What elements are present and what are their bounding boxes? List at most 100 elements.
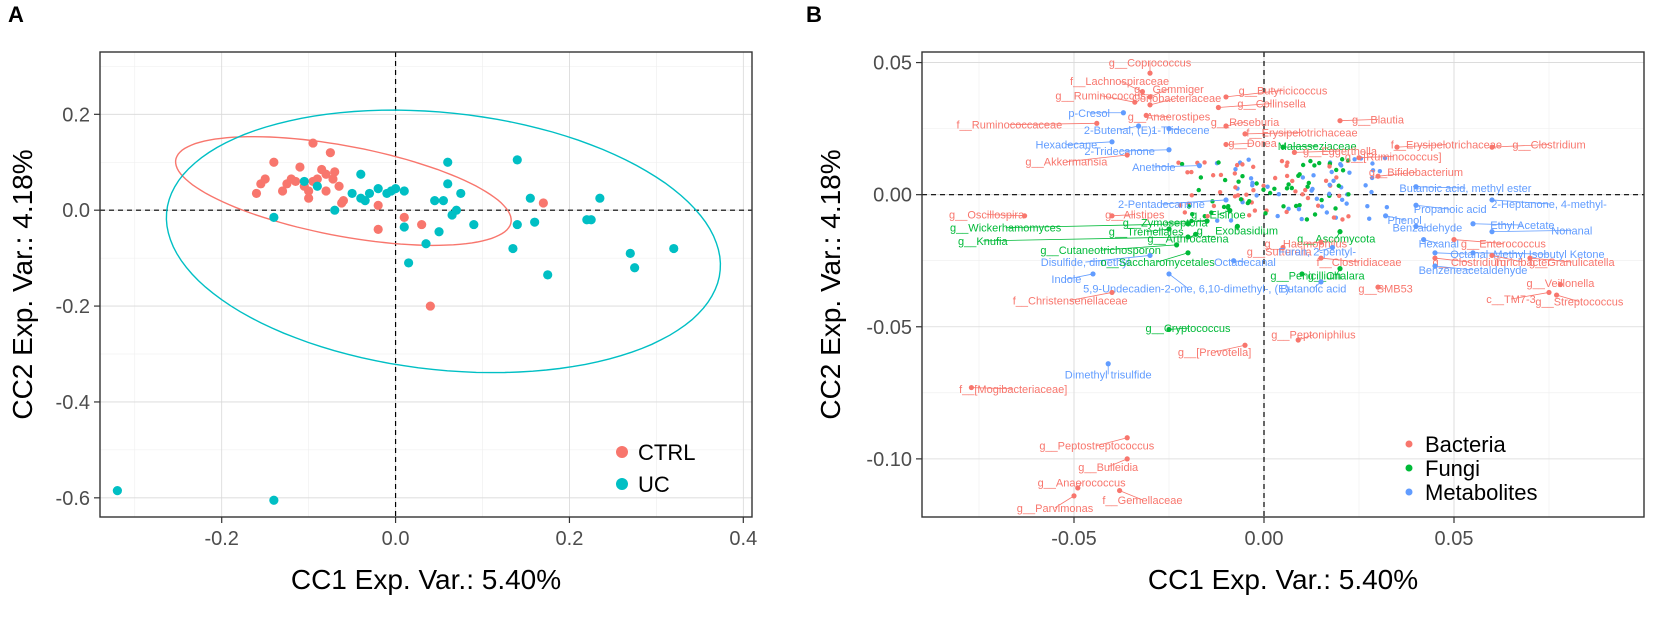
point-label: c__TM7-3: [1486, 294, 1536, 306]
background-point-bacteria: [1315, 203, 1321, 208]
background-point-fungi: [1216, 160, 1221, 165]
background-point-bacteria: [1176, 160, 1181, 165]
background-point-metabolites: [1276, 192, 1282, 197]
point-label: Turicibacter: [1494, 257, 1551, 269]
background-point-fungi: [1346, 158, 1351, 163]
background-point-bacteria: [1303, 187, 1308, 193]
point-label: f__Lachnospiraceae: [1070, 76, 1169, 88]
point-bacteria: [1094, 120, 1100, 126]
background-point-fungi: [1186, 204, 1192, 209]
point-label: Ethyl Acetate: [1490, 220, 1554, 232]
y-tick-label: -0.4: [56, 392, 90, 414]
point-label: g__Streptococcus: [1535, 297, 1624, 309]
label-leader-line: [1385, 215, 1405, 221]
point-uc: [451, 205, 462, 215]
label-leader-line: [1119, 490, 1143, 501]
background-point-metabolites: [1319, 204, 1325, 209]
label-leader-line: [1339, 118, 1379, 122]
point-bacteria: [968, 384, 975, 391]
point-ctrl: [334, 181, 344, 191]
point-ctrl: [328, 174, 338, 184]
y-tick-label: 0.2: [62, 104, 90, 126]
label-leader-line: [1165, 220, 1208, 223]
label-leader-line: [1085, 255, 1151, 263]
background-point-bacteria: [1234, 162, 1240, 168]
point-bacteria: [1124, 152, 1130, 158]
legend-label-ctrl: CTRL: [638, 440, 695, 465]
plot-border: [99, 51, 753, 518]
point-uc: [669, 243, 679, 254]
background-point-metabolites: [1384, 204, 1390, 210]
x-tick-label: 0.05: [1435, 528, 1474, 550]
background-point-bacteria: [1284, 163, 1289, 168]
point-label: g__Ruminococcus: [1055, 91, 1146, 103]
point-label: g__Exobasidium: [1197, 225, 1278, 237]
point-uc: [625, 248, 635, 258]
label-leader-line: [1218, 103, 1272, 108]
y-axis-title: CC2 Exp. Var.: 4.18%: [7, 149, 38, 419]
label-leader-line: [1100, 95, 1135, 103]
point-bacteria: [1075, 485, 1081, 491]
panel-letter-a: A: [8, 2, 24, 27]
label-leader-line: [1415, 186, 1466, 189]
y-tick-label: -0.6: [56, 488, 90, 510]
background-point-metabolites: [1300, 175, 1306, 180]
label-leader-line: [1161, 199, 1227, 205]
background-point-metabolites: [1344, 201, 1349, 206]
point-uc: [390, 184, 401, 194]
point-metabolites: [1421, 236, 1427, 243]
background-point-bacteria: [1252, 208, 1258, 213]
point-ctrl: [321, 169, 331, 179]
label-leader-line: [1168, 273, 1189, 289]
point-label: Anethole: [1132, 162, 1175, 174]
point-fungi: [1166, 226, 1172, 232]
point-bacteria: [1071, 493, 1077, 499]
background-point-metabolites: [1314, 196, 1320, 202]
background-point-bacteria: [1261, 183, 1266, 188]
x-tick-label: 0.00: [1245, 528, 1284, 550]
background-point-metabolites: [1367, 216, 1372, 221]
point-bacteria: [1223, 141, 1229, 148]
point-metabolites: [1090, 271, 1096, 277]
point-label: 2-Heptanone, 4-methyl-: [1491, 199, 1607, 211]
background-point-fungi: [1336, 183, 1341, 188]
point-metabolites: [1318, 279, 1324, 285]
background-point-bacteria: [1290, 178, 1295, 184]
point-uc: [630, 263, 640, 273]
point-bacteria: [1109, 289, 1115, 296]
point-bacteria: [1356, 155, 1362, 161]
point-label: g__Gemmiger: [1134, 84, 1204, 96]
point-label: Methyl Isobutyl Ketone: [1493, 249, 1604, 261]
background-point-bacteria: [1284, 173, 1290, 179]
point-ctrl: [291, 176, 301, 187]
label-leader-line: [1453, 239, 1504, 244]
point-label: g__Tremellales: [1109, 227, 1184, 239]
point-label: g__Eggerthella: [1303, 146, 1378, 158]
label-leader-line: [1066, 154, 1128, 163]
point-fungi: [1227, 207, 1233, 214]
background-point-fungi: [1238, 197, 1244, 202]
point-uc: [356, 169, 366, 179]
point-uc: [360, 196, 370, 206]
legend-label-uc: UC: [638, 472, 670, 497]
point-label: Furan, 2-pentyl-: [1278, 246, 1356, 258]
background-point-metabolites: [1363, 183, 1368, 188]
point-metabolites: [1147, 252, 1153, 259]
point-metabolites: [1196, 163, 1202, 169]
background-point-fungi: [1339, 157, 1345, 162]
background-point-fungi: [1240, 174, 1245, 179]
point-label: g__Blautia: [1352, 114, 1405, 126]
background-point-bacteria: [1232, 171, 1238, 176]
point-uc: [434, 227, 444, 237]
background-point-metabolites: [1377, 168, 1383, 174]
point-label: f__Ruminococcaceae: [957, 120, 1063, 132]
background-point-fungi: [1305, 184, 1310, 189]
point-metabolites: [1120, 110, 1126, 116]
point-bacteria: [1554, 292, 1560, 298]
background-point-metabolites: [1265, 184, 1270, 189]
point-bacteria: [1489, 144, 1495, 150]
background-point-fungi: [1333, 206, 1338, 211]
label-leader-line: [1294, 150, 1341, 153]
point-metabolites: [1166, 147, 1172, 153]
point-label: g__Butyricicoccus: [1239, 85, 1328, 97]
